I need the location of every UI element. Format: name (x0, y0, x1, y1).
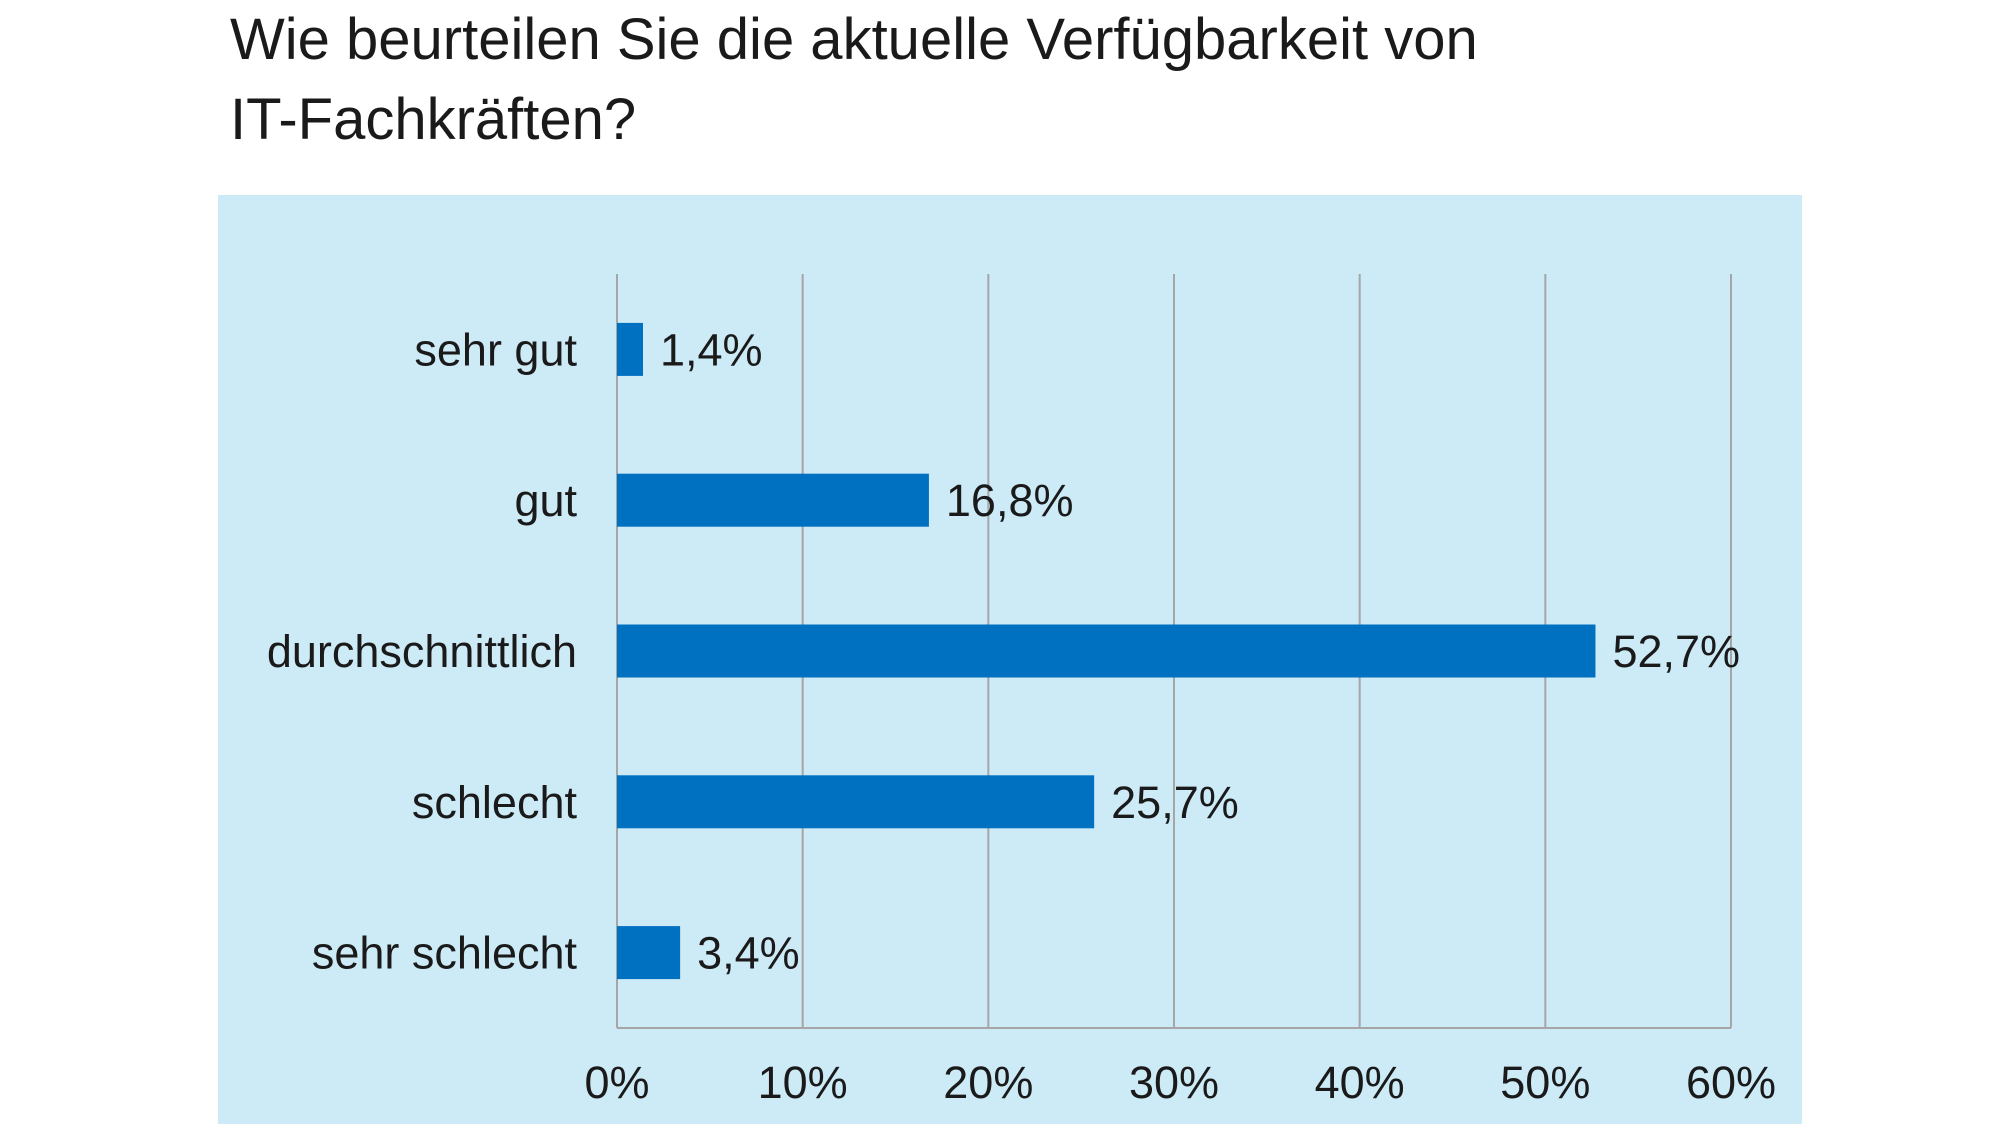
bar-4 (617, 926, 681, 980)
bar-0 (617, 322, 643, 376)
labels: 0% 10% 20% 30% 40% 50% 60% sehr gut 1,4% gut 16,8%… (267, 324, 1776, 1108)
bars (617, 322, 1596, 980)
category-label: gut (514, 475, 577, 526)
bar-1 (617, 473, 929, 527)
x-tick-label: 10% (758, 1057, 848, 1108)
category-label: durchschnittlich (267, 626, 577, 677)
bar-2 (617, 624, 1596, 678)
value-label: 3,4% (697, 928, 800, 979)
chart-title: Wie beurteilen Sie die aktuelle Verfügba… (230, 7, 1478, 152)
category-label: sehr gut (414, 324, 577, 375)
category-label: schlecht (412, 777, 578, 828)
value-label: 25,7% (1111, 777, 1239, 828)
x-tick-label: 50% (1500, 1057, 1590, 1108)
value-label: 1,4% (660, 324, 763, 375)
x-tick-label: 0% (584, 1057, 649, 1108)
bar-3 (617, 775, 1095, 829)
x-tick-label: 20% (943, 1057, 1033, 1108)
x-tick-label: 30% (1129, 1057, 1219, 1108)
value-label: 16,8% (946, 475, 1074, 526)
x-tick-label: 60% (1686, 1057, 1776, 1108)
category-label: sehr schlecht (312, 928, 578, 979)
value-label: 52,7% (1612, 626, 1740, 677)
x-tick-label: 40% (1315, 1057, 1405, 1108)
